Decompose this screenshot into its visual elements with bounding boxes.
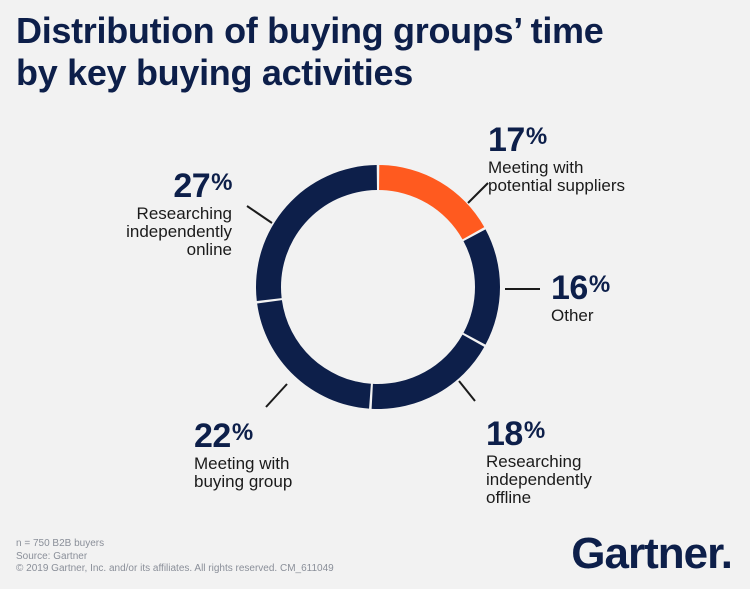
donut-slice-2 (371, 334, 485, 409)
copyright-note: © 2019 Gartner, Inc. and/or its affiliat… (16, 563, 334, 574)
slice-label-3: 22% Meeting with buying group (194, 414, 292, 491)
leader-line-2 (458, 380, 476, 402)
slice-2-value: 18% (486, 415, 545, 453)
slice-label-0: 17% Meeting with potential suppliers (488, 118, 625, 195)
slice-3-desc-line-2: buying group (194, 472, 293, 491)
slice-4-desc-line-3: online (186, 240, 232, 259)
slice-0-desc-line-1: Meeting with (488, 158, 584, 177)
donut-slice-3 (257, 300, 371, 409)
source-note: Source: Gartner (16, 550, 88, 562)
footer-notes: n = 750 B2B buyers Source: Gartner © 201… (16, 538, 334, 576)
leader-line-4 (246, 205, 273, 224)
slice-0-value: 17% (488, 121, 547, 159)
slice-label-4: 27% Researching independently online (126, 164, 232, 259)
chart-title-line-2: by key buying activities (16, 52, 413, 93)
slice-2-desc-line-2: independently (486, 470, 592, 489)
chart-title: Distribution of buying groups’ time by k… (16, 10, 736, 94)
sample-size-note: n = 750 B2B buyers (16, 538, 105, 549)
leader-line-0 (467, 182, 489, 204)
chart-title-line-1: Distribution of buying groups’ time (16, 10, 604, 51)
slice-1-value: 16% (551, 269, 610, 307)
slice-4-desc-line-2: independently (126, 222, 232, 241)
slice-3-value: 22% (194, 417, 253, 455)
slice-label-2: 18% Researching independently offline (486, 412, 592, 507)
slice-label-1: 16% Other (551, 266, 610, 325)
slice-4-value: 27% (173, 167, 232, 205)
donut-slice-1 (463, 229, 500, 345)
slice-1-desc-line-1: Other (551, 306, 594, 325)
gartner-logo: Gartner. (571, 529, 733, 578)
slice-3-desc-line-1: Meeting with (194, 454, 290, 473)
slice-2-desc-line-1: Researching (486, 452, 582, 471)
slice-0-desc-line-2: potential suppliers (488, 176, 626, 195)
donut-slice-0 (379, 165, 485, 240)
donut-slice-4 (256, 165, 377, 302)
slice-4-desc-line-1: Researching (136, 204, 232, 223)
leader-line-3 (265, 383, 288, 408)
slice-2-desc-line-3: offline (486, 488, 532, 507)
